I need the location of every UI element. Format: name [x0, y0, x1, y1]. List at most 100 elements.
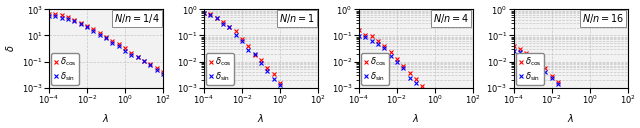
$\delta_{\sin}$: [425, 99, 433, 100]
$\delta_{\cos}$: [153, 67, 161, 69]
$\delta_{\sin}$: [295, 105, 303, 106]
$\delta_{\cos}$: [45, 13, 52, 15]
$\delta_{\cos}$: [212, 17, 220, 19]
$\delta_{\sin}$: [102, 38, 110, 39]
$\delta_{\sin}$: [212, 17, 220, 18]
$\delta_{\sin}$: [289, 98, 296, 100]
$\delta_{\sin}$: [134, 56, 141, 58]
$\delta_{\cos}$: [387, 51, 394, 52]
$\delta_{\sin}$: [257, 63, 265, 64]
$\delta_{\sin}$: [159, 73, 167, 75]
$\delta_{\cos}$: [134, 56, 141, 58]
Legend: $\delta_{\cos}$, $\delta_{\sin}$: $\delta_{\cos}$, $\delta_{\sin}$: [361, 54, 389, 85]
$\delta_{\sin}$: [361, 36, 369, 37]
$\delta_{\cos}$: [225, 26, 233, 28]
Y-axis label: $\delta$: $\delta$: [4, 45, 16, 52]
$\delta_{\cos}$: [127, 52, 135, 54]
$\delta_{\cos}$: [159, 71, 167, 73]
$\delta_{\sin}$: [96, 34, 104, 35]
$\delta_{\sin}$: [419, 91, 426, 93]
$\delta_{\cos}$: [264, 67, 271, 69]
$\delta_{\sin}$: [238, 40, 246, 42]
$\delta_{\sin}$: [45, 15, 52, 17]
$\delta_{\cos}$: [90, 28, 97, 29]
$\delta_{\sin}$: [567, 97, 575, 99]
X-axis label: $\lambda$: $\lambda$: [412, 112, 419, 124]
Line: $\delta_{\cos}$: $\delta_{\cos}$: [47, 11, 166, 74]
$\delta_{\sin}$: [140, 60, 148, 62]
$\delta_{\sin}$: [374, 44, 381, 45]
$\delta_{\cos}$: [314, 127, 322, 128]
$\delta_{\sin}$: [244, 49, 252, 50]
$\delta_{\sin}$: [523, 56, 531, 57]
$\delta_{\sin}$: [308, 120, 316, 121]
Line: $\delta_{\cos}$: $\delta_{\cos}$: [202, 11, 321, 128]
$\delta_{\sin}$: [108, 42, 116, 44]
$\delta_{\sin}$: [387, 56, 394, 57]
$\delta_{\sin}$: [232, 34, 239, 36]
$\delta_{\cos}$: [276, 83, 284, 84]
Legend: $\delta_{\cos}$, $\delta_{\sin}$: $\delta_{\cos}$, $\delta_{\sin}$: [51, 54, 79, 85]
$\delta_{\cos}$: [444, 117, 451, 119]
$\delta_{\cos}$: [510, 45, 518, 46]
$\delta_{\cos}$: [399, 65, 407, 66]
X-axis label: $\lambda$: $\lambda$: [567, 112, 574, 124]
$\delta_{\cos}$: [96, 32, 104, 34]
Legend: $\delta_{\cos}$, $\delta_{\sin}$: $\delta_{\cos}$, $\delta_{\sin}$: [516, 54, 544, 85]
$\delta_{\cos}$: [83, 26, 91, 27]
$\delta_{\sin}$: [437, 113, 445, 115]
$\delta_{\cos}$: [77, 22, 84, 24]
$\delta_{\sin}$: [219, 23, 227, 24]
$\delta_{\sin}$: [51, 15, 59, 17]
$\delta_{\cos}$: [206, 13, 214, 14]
$\delta_{\sin}$: [90, 30, 97, 32]
$\delta_{\cos}$: [368, 35, 376, 36]
$\delta_{\sin}$: [535, 64, 543, 66]
Line: $\delta_{\sin}$: $\delta_{\sin}$: [202, 11, 321, 128]
$\delta_{\sin}$: [83, 26, 91, 28]
$\delta_{\cos}$: [219, 21, 227, 23]
$\delta_{\cos}$: [102, 36, 110, 37]
$\delta_{\sin}$: [225, 26, 233, 28]
$\delta_{\sin}$: [153, 69, 161, 71]
$\delta_{\sin}$: [121, 50, 129, 51]
Text: $N/n = 1/4$: $N/n = 1/4$: [114, 12, 160, 25]
$\delta_{\sin}$: [529, 60, 536, 61]
$\delta_{\cos}$: [567, 94, 575, 96]
$\delta_{\sin}$: [147, 64, 154, 66]
X-axis label: $\lambda$: $\lambda$: [257, 112, 264, 124]
$\delta_{\cos}$: [238, 38, 246, 39]
$\delta_{\sin}$: [444, 120, 451, 121]
$\delta_{\cos}$: [115, 43, 123, 45]
$\delta_{\sin}$: [548, 77, 556, 79]
$\delta_{\sin}$: [586, 122, 594, 123]
$\delta_{\cos}$: [200, 12, 208, 14]
$\delta_{\sin}$: [70, 20, 78, 22]
$\delta_{\cos}$: [308, 119, 316, 121]
$\delta_{\sin}$: [115, 45, 123, 47]
$\delta_{\cos}$: [431, 102, 439, 103]
$\delta_{\cos}$: [232, 31, 239, 32]
$\delta_{\cos}$: [529, 57, 536, 58]
$\delta_{\cos}$: [380, 45, 388, 47]
$\delta_{\cos}$: [361, 34, 369, 35]
Line: $\delta_{\sin}$: $\delta_{\sin}$: [47, 13, 166, 77]
Text: $N/n = 16$: $N/n = 16$: [582, 12, 625, 25]
$\delta_{\sin}$: [399, 67, 407, 69]
X-axis label: $\lambda$: $\lambda$: [102, 112, 109, 124]
$\delta_{\cos}$: [140, 60, 148, 62]
$\delta_{\cos}$: [535, 61, 543, 62]
$\delta_{\sin}$: [541, 71, 549, 73]
$\delta_{\cos}$: [58, 14, 65, 16]
$\delta_{\sin}$: [264, 70, 271, 72]
Line: $\delta_{\sin}$: $\delta_{\sin}$: [356, 34, 476, 128]
$\delta_{\cos}$: [289, 95, 296, 97]
$\delta_{\cos}$: [244, 45, 252, 47]
$\delta_{\cos}$: [425, 94, 433, 96]
$\delta_{\cos}$: [541, 67, 549, 68]
$\delta_{\cos}$: [548, 75, 556, 76]
$\delta_{\cos}$: [419, 85, 426, 87]
$\delta_{\cos}$: [412, 78, 420, 80]
$\delta_{\sin}$: [406, 77, 413, 78]
$\delta_{\cos}$: [121, 47, 129, 49]
